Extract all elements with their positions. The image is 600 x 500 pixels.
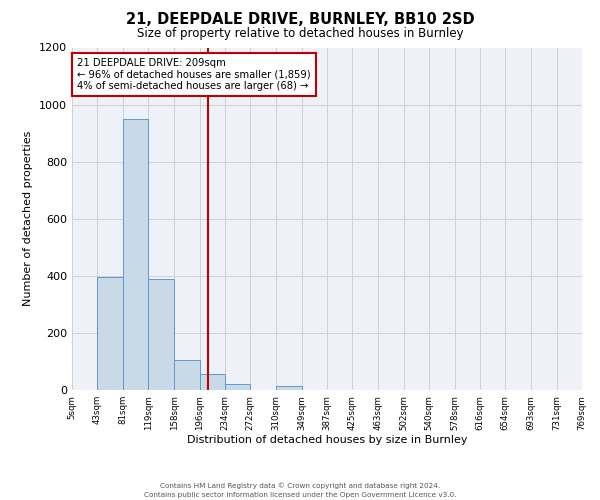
Bar xyxy=(225,384,250,390)
Y-axis label: Number of detached properties: Number of detached properties xyxy=(23,131,34,306)
Text: Contains HM Land Registry data © Crown copyright and database right 2024.: Contains HM Land Registry data © Crown c… xyxy=(160,482,440,489)
Bar xyxy=(97,278,123,390)
Bar xyxy=(123,119,148,390)
X-axis label: Distribution of detached houses by size in Burnley: Distribution of detached houses by size … xyxy=(187,436,467,446)
Bar xyxy=(275,386,302,390)
Bar xyxy=(148,278,174,390)
Text: Contains public sector information licensed under the Open Government Licence v3: Contains public sector information licen… xyxy=(144,492,456,498)
Text: Size of property relative to detached houses in Burnley: Size of property relative to detached ho… xyxy=(137,28,463,40)
Bar xyxy=(199,374,225,390)
Bar xyxy=(174,360,200,390)
Text: 21 DEEPDALE DRIVE: 209sqm
← 96% of detached houses are smaller (1,859)
4% of sem: 21 DEEPDALE DRIVE: 209sqm ← 96% of detac… xyxy=(77,58,311,91)
Text: 21, DEEPDALE DRIVE, BURNLEY, BB10 2SD: 21, DEEPDALE DRIVE, BURNLEY, BB10 2SD xyxy=(125,12,475,28)
